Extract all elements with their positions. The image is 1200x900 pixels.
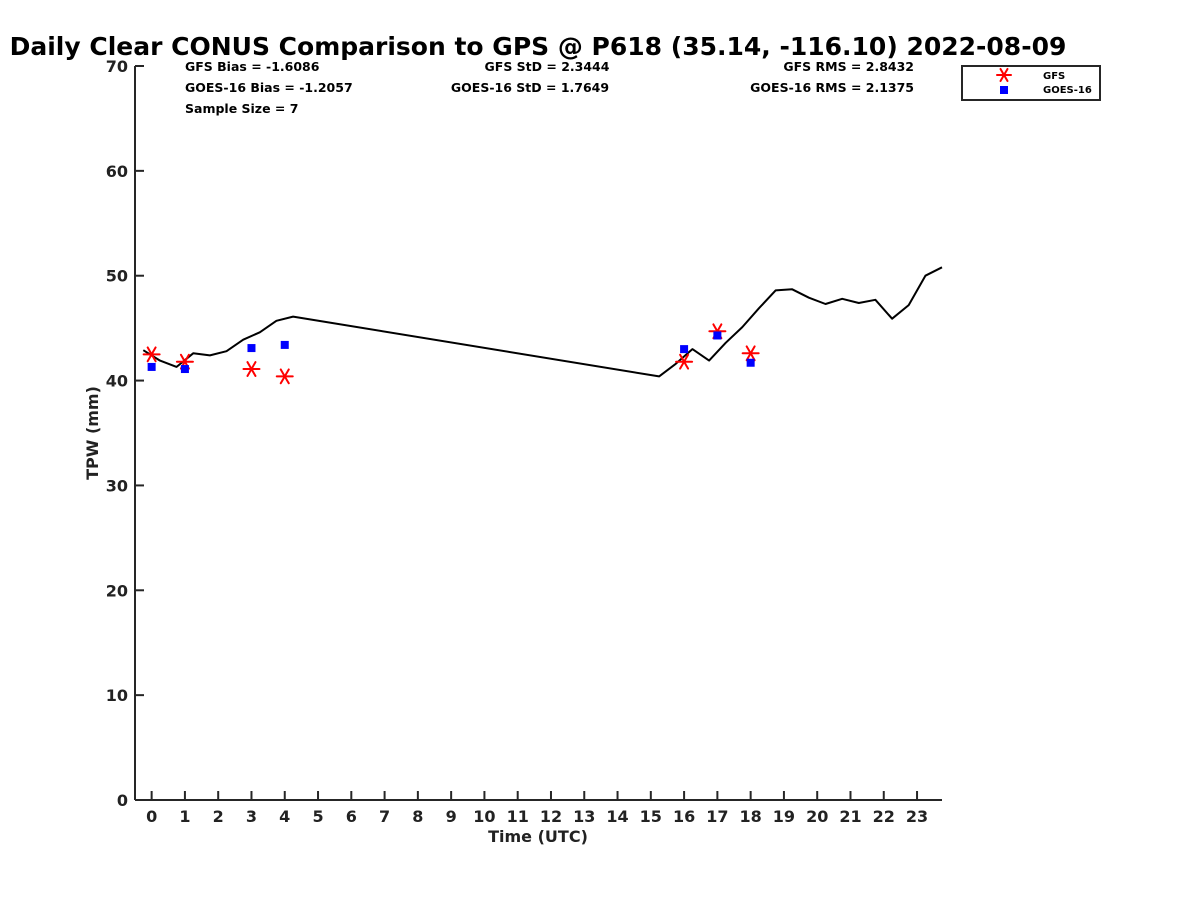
goes-point <box>713 331 722 340</box>
x-tick-label: 13 <box>573 807 595 826</box>
y-axis-label: TPW (mm) <box>83 386 102 480</box>
x-tick-label: 18 <box>740 807 762 826</box>
gfs-point <box>142 346 161 363</box>
x-tick-label: 11 <box>507 807 529 826</box>
y-tick-label: 70 <box>106 57 128 76</box>
x-tick-label: 6 <box>346 807 357 826</box>
goes-bias-stat: GOES-16 Bias = -1.2057 <box>185 80 353 95</box>
goes-point <box>280 340 289 349</box>
legend-goes-square <box>1000 86 1008 94</box>
x-tick-label: 20 <box>806 807 828 826</box>
legend: GFS GOES-16 <box>961 65 1101 101</box>
x-tick-label: 3 <box>246 807 257 826</box>
y-tick-label: 30 <box>106 476 128 495</box>
x-ticks: 0 1 2 3 4 5 6 7 8 9 10 11 12 13 14 15 16 17 18 19 20 21 22 23 <box>146 791 928 826</box>
gfs-point <box>675 353 694 370</box>
x-tick-label: 0 <box>146 807 157 826</box>
legend-gfs-marker <box>996 67 1012 83</box>
gfs-point <box>275 368 294 385</box>
gfs-point <box>242 361 261 377</box>
goes-rms-stat: GOES-16 RMS = 2.1375 <box>750 80 914 95</box>
x-tick-label: 21 <box>839 807 861 826</box>
x-tick-label: 16 <box>673 807 695 826</box>
goes-point <box>680 345 689 354</box>
chart-title: Daily Clear CONUS Comparison to GPS @ P6… <box>10 32 1067 61</box>
y-tick-label: 10 <box>106 686 128 705</box>
stats-panel: GFS Bias = -1.6086 GOES-16 Bias = -1.205… <box>185 59 914 116</box>
x-tick-label: 14 <box>606 807 628 826</box>
x-tick-label: 10 <box>473 807 495 826</box>
x-tick-label: 5 <box>312 807 323 826</box>
gfs-bias-stat: GFS Bias = -1.6086 <box>185 59 320 74</box>
x-tick-label: 19 <box>773 807 795 826</box>
legend-goes-label: GOES-16 <box>1043 85 1092 96</box>
axes <box>134 66 942 801</box>
gps-line <box>142 266 943 378</box>
gfs-rms-stat: GFS RMS = 2.8432 <box>783 59 914 74</box>
x-tick-label: 9 <box>446 807 457 826</box>
legend-gfs-asterisk <box>996 67 1012 83</box>
legend-gfs-label: GFS <box>1043 71 1065 82</box>
legend-goes-marker <box>1000 86 1008 94</box>
goes-point <box>746 358 755 367</box>
goes-point <box>147 362 156 371</box>
goes-point <box>247 344 256 353</box>
x-tick-label: 7 <box>379 807 390 826</box>
y-tick-label: 40 <box>106 372 128 391</box>
series-layer <box>142 266 943 385</box>
x-tick-label: 17 <box>706 807 728 826</box>
gfs-point <box>741 345 760 362</box>
x-tick-label: 22 <box>873 807 895 826</box>
y-tick-label: 20 <box>106 581 128 600</box>
x-tick-label: 1 <box>179 807 190 826</box>
gfs-std-stat: GFS StD = 2.3444 <box>485 59 610 74</box>
y-tick-label: 60 <box>106 162 128 181</box>
goes-std-stat: GOES-16 StD = 1.7649 <box>451 80 609 95</box>
x-tick-label: 15 <box>640 807 662 826</box>
x-axis-label: Time (UTC) <box>488 827 588 846</box>
y-tick-label: 50 <box>106 267 128 286</box>
x-tick-label: 12 <box>540 807 562 826</box>
y-tick-label: 0 <box>117 791 128 810</box>
x-tick-label: 23 <box>906 807 928 826</box>
sample-size-stat: Sample Size = 7 <box>185 101 298 116</box>
x-tick-label: 8 <box>412 807 423 826</box>
x-tick-label: 4 <box>279 807 290 826</box>
legend-box <box>961 65 1101 101</box>
goes-point <box>180 365 189 374</box>
x-tick-label: 2 <box>213 807 224 826</box>
y-ticks: 0 10 20 30 40 50 60 70 <box>106 57 144 810</box>
